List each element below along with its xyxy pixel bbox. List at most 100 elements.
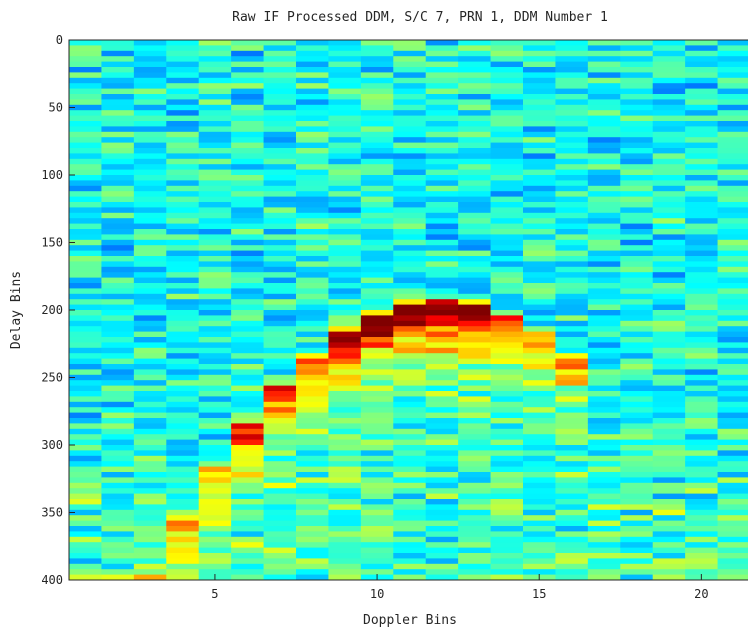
heatmap-cell	[555, 380, 589, 386]
heatmap-cell	[652, 493, 686, 500]
heatmap-cell	[490, 218, 524, 224]
heatmap-cell	[587, 488, 621, 494]
heatmap-cell	[458, 412, 491, 419]
heatmap-cell	[685, 131, 718, 138]
heatmap-cell	[620, 347, 654, 354]
heatmap-cell	[360, 407, 394, 413]
heatmap-cell	[133, 472, 167, 478]
heatmap-cell	[685, 542, 718, 548]
heatmap-cell	[69, 569, 102, 575]
heatmap-cell	[360, 353, 394, 359]
heatmap-cell	[587, 121, 621, 127]
heatmap-cell	[490, 439, 524, 446]
heatmap-cell	[490, 450, 524, 457]
heatmap-cell	[166, 531, 200, 538]
heatmap-cell	[393, 531, 427, 538]
heatmap-cell	[393, 99, 427, 106]
y-tick-label: 150	[41, 236, 63, 250]
heatmap-cell	[458, 40, 491, 46]
heatmap-cell	[685, 536, 718, 543]
heatmap-cell	[69, 563, 102, 570]
heatmap-cell	[490, 250, 524, 257]
heatmap-cell	[717, 547, 748, 554]
heatmap-cell	[490, 121, 524, 127]
heatmap-cell	[198, 434, 232, 440]
heatmap-cell	[652, 347, 686, 354]
heatmap-cell	[620, 374, 654, 381]
heatmap-cell	[360, 439, 394, 446]
heatmap-cell	[101, 396, 135, 403]
heatmap-cell	[133, 293, 167, 300]
heatmap-cell	[328, 407, 362, 413]
heatmap-cell	[69, 88, 102, 95]
heatmap-cell	[263, 67, 297, 73]
heatmap-cell	[101, 445, 135, 451]
heatmap-cell	[296, 180, 329, 187]
heatmap-cell	[263, 293, 297, 300]
heatmap-cell	[231, 563, 264, 570]
heatmap-cell	[425, 515, 459, 521]
heatmap-cell	[198, 191, 232, 197]
heatmap-cell	[231, 574, 264, 581]
heatmap-cell	[231, 250, 264, 257]
heatmap-cell	[685, 142, 718, 149]
heatmap-cell	[523, 342, 556, 349]
heatmap-cell	[458, 223, 491, 230]
heatmap-cell	[263, 288, 297, 295]
heatmap-cell	[523, 50, 556, 57]
heatmap-cell	[231, 50, 264, 57]
heatmap-cell	[360, 223, 394, 230]
heatmap-cell	[425, 185, 459, 192]
heatmap-cell	[360, 428, 394, 435]
heatmap-cell	[425, 94, 459, 100]
heatmap-cell	[620, 148, 654, 154]
heatmap-cell	[101, 526, 135, 532]
heatmap-cell	[717, 293, 748, 300]
heatmap-cell	[231, 83, 264, 89]
heatmap-cell	[458, 547, 491, 554]
heatmap-cell	[458, 261, 491, 268]
heatmap-cell	[555, 250, 589, 257]
heatmap-cell	[69, 493, 102, 500]
heatmap-cell	[523, 509, 556, 516]
heatmap-cell	[69, 234, 102, 241]
heatmap-cell	[490, 196, 524, 203]
heatmap-cell	[555, 315, 589, 322]
heatmap-cell	[717, 153, 748, 160]
heatmap-cell	[685, 472, 718, 478]
heatmap-cell	[263, 266, 297, 273]
heatmap-cell	[328, 212, 362, 219]
heatmap-cell	[263, 477, 297, 484]
heatmap-cell	[360, 358, 394, 365]
heatmap-cell	[555, 428, 589, 435]
heatmap-cell	[652, 466, 686, 473]
heatmap-cell	[717, 218, 748, 224]
heatmap-cell	[166, 482, 200, 489]
heatmap-cell	[425, 223, 459, 230]
heatmap-cell	[360, 283, 394, 289]
heatmap-cell	[166, 536, 200, 543]
heatmap-cell	[133, 450, 167, 457]
heatmap-cell	[198, 110, 232, 116]
heatmap-cell	[587, 310, 621, 316]
heatmap-cell	[166, 331, 200, 338]
heatmap-cell	[263, 428, 297, 435]
heatmap-cell	[555, 439, 589, 446]
heatmap-cell	[328, 369, 362, 376]
heatmap-cell	[360, 293, 394, 300]
heatmap-cell	[69, 229, 102, 235]
heatmap-cell	[685, 358, 718, 365]
heatmap-cell	[133, 488, 167, 494]
heatmap-cell	[587, 477, 621, 484]
heatmap-cell	[620, 477, 654, 484]
heatmap-cell	[652, 412, 686, 419]
heatmap-cell	[620, 50, 654, 57]
heatmap-cell	[296, 212, 329, 219]
heatmap-cell	[231, 131, 264, 138]
heatmap-cell	[490, 412, 524, 419]
heatmap-cell	[425, 401, 459, 408]
heatmap-cell	[166, 553, 200, 559]
heatmap-cell	[523, 515, 556, 521]
heatmap-cell	[263, 239, 297, 246]
